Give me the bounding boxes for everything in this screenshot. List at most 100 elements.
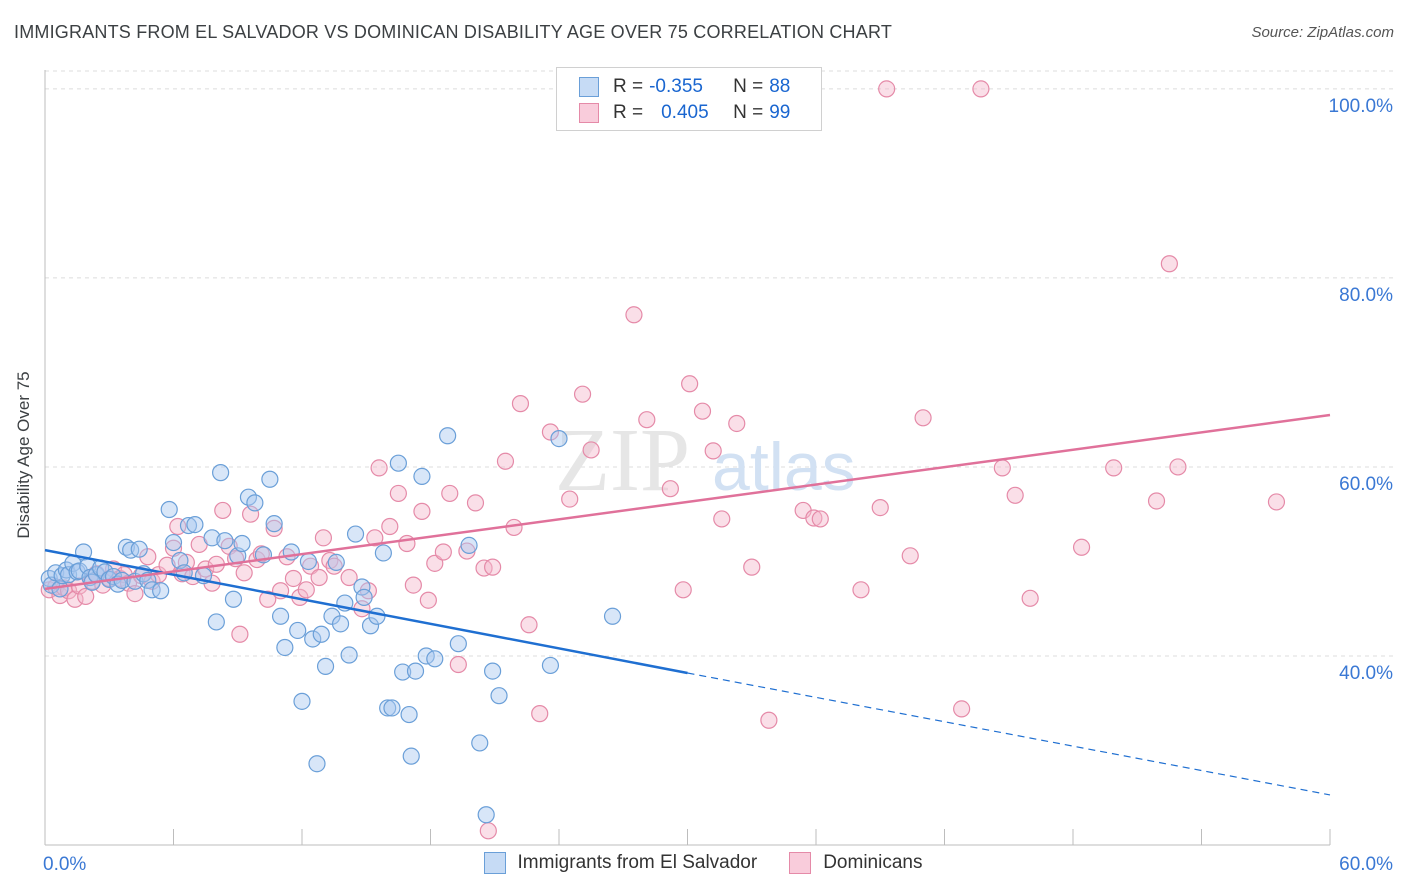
dominicans-point <box>1006 486 1024 504</box>
dominicans-point <box>972 80 990 98</box>
chart-title: IMMIGRANTS FROM EL SALVADOR VS DOMINICAN… <box>14 22 893 42</box>
el-salvador-point <box>402 747 420 765</box>
el-salvador-point <box>449 635 467 653</box>
dominicans-point <box>314 529 333 547</box>
el-salvador-point <box>353 578 371 596</box>
dominicans-point <box>1169 458 1187 476</box>
el-salvador-point <box>271 607 290 625</box>
dominicans-point <box>389 484 407 503</box>
el-salvador-point <box>282 543 300 561</box>
dominicans-point <box>479 822 497 840</box>
axes <box>44 70 1331 846</box>
el-salvador-point <box>603 607 622 625</box>
legend-row-dominicans: R = 0.405 N = 99 <box>579 100 790 126</box>
el-salvador-point <box>70 562 88 580</box>
dominicans-point <box>914 409 932 427</box>
el-salvador-point <box>340 646 358 664</box>
el-salvador-point <box>484 662 502 680</box>
dominicans-point <box>561 490 579 508</box>
el-salvador-point <box>312 625 330 643</box>
dominicans-point <box>953 700 971 718</box>
dominicans-point <box>760 711 778 729</box>
el-salvador-point <box>374 544 392 562</box>
el-salvador-point <box>355 588 373 606</box>
dominicans-point <box>625 306 643 324</box>
el-salvador-point <box>368 607 386 625</box>
dominicans-point <box>449 655 467 674</box>
dominicans-point <box>1021 589 1039 607</box>
el-salvador-point <box>394 663 412 681</box>
el-salvador-point <box>160 500 178 519</box>
dominicans-point <box>340 568 358 587</box>
dominicans-point <box>852 581 870 599</box>
el-salvador-point <box>327 553 345 572</box>
series-legend-label: Immigrants from El Salvador <box>517 852 758 873</box>
dominicans-point <box>475 559 493 577</box>
el-salvador-point <box>541 656 560 675</box>
el-salvador-point <box>426 650 444 668</box>
dominicans-point <box>661 480 679 498</box>
series-legend-el-salvador: Immigrants from El Salvador <box>483 852 758 874</box>
el-salvador-point <box>299 552 318 571</box>
el-salvador-point <box>439 427 457 445</box>
dominicans-point <box>231 625 249 643</box>
source-label: Source: ZipAtlas.com <box>1251 24 1394 41</box>
dominicans-point <box>811 510 829 528</box>
el-salvador-point <box>224 590 243 608</box>
legend-swatch-blue <box>579 77 599 97</box>
el-salvador-point <box>212 464 230 482</box>
dominicans-point <box>381 517 399 536</box>
el-salvador-point <box>265 515 283 533</box>
dominicans-point <box>265 519 283 537</box>
dominicans-point <box>511 395 530 413</box>
el-salvador-point <box>477 806 495 824</box>
series-swatch-blue <box>483 852 506 874</box>
el-salvador-point <box>346 525 365 543</box>
el-salvador-point <box>143 581 161 599</box>
dominicans-point <box>871 498 889 517</box>
legend-n-label: N = <box>733 76 764 97</box>
dominicans-point <box>66 590 84 608</box>
correlation-legend: R = -0.355 N = 88 R = 0.405 N = 99 <box>556 67 822 131</box>
el-salvador-point <box>130 540 148 558</box>
el-salvador-point <box>361 617 380 635</box>
dominicans-point <box>1267 493 1286 511</box>
el-salvador-point <box>186 516 204 534</box>
el-salvador-point <box>289 621 307 640</box>
el-salvador-point <box>308 755 326 773</box>
dominicans-point <box>214 501 232 520</box>
legend-r-value: 0.405 <box>661 102 709 123</box>
el-salvador-point <box>164 533 183 552</box>
dominicans-point <box>235 564 253 582</box>
y-tick-label: 40.0% <box>1339 663 1393 684</box>
dominicans-point <box>638 411 656 429</box>
legend-row-el-salvador: R = -0.355 N = 88 <box>579 74 790 100</box>
el-salvador-point <box>216 532 234 550</box>
watermark-zip: ZIP <box>555 411 690 510</box>
series-legend: Immigrants from El Salvador Dominicans <box>0 852 1406 874</box>
dominicans-point <box>370 459 388 477</box>
dominicans-point <box>426 554 444 572</box>
series-swatch-pink <box>789 852 812 874</box>
el-salvador-point <box>152 582 170 600</box>
dominicans-point <box>993 459 1011 477</box>
dominicans-point <box>1160 255 1178 273</box>
dominicans-point <box>582 441 600 459</box>
el-salvador-trend-extension <box>687 672 1331 796</box>
el-salvador-point <box>406 662 425 680</box>
dominicans-point <box>484 558 502 576</box>
series-legend-dominicans: Dominicans <box>789 852 922 874</box>
legend-r-label: R = <box>613 102 644 123</box>
y-tick-label: 100.0% <box>1329 96 1394 117</box>
dominicans-point <box>404 576 422 594</box>
dominicans-point <box>713 510 731 528</box>
el-salvador-point <box>293 692 311 710</box>
el-salvador-point <box>490 687 508 705</box>
el-salvador-point <box>331 615 350 633</box>
el-salvador-point <box>389 454 407 472</box>
dominicans-point <box>413 502 431 520</box>
legend-swatch-pink <box>579 103 599 123</box>
dominicans-point <box>728 414 746 433</box>
series-legend-label: Dominicans <box>823 852 923 873</box>
